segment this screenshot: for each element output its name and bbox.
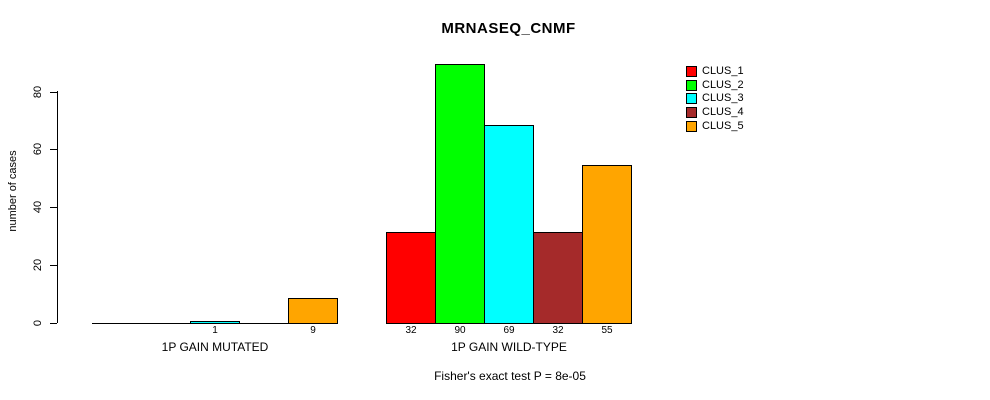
y-axis-tick bbox=[50, 92, 57, 93]
y-axis-tick bbox=[50, 149, 57, 150]
legend-swatch-clus_3 bbox=[686, 93, 697, 104]
chart-title: MRNASEQ_CNMF bbox=[441, 20, 576, 37]
y-axis-tick-label: 0 bbox=[32, 319, 44, 327]
bar-value-label: 32 bbox=[552, 325, 564, 336]
y-axis-tick bbox=[50, 323, 57, 324]
legend-label: CLUS_3 bbox=[702, 92, 744, 104]
y-axis-tick-label: 80 bbox=[32, 85, 44, 99]
bar-value-label: 32 bbox=[405, 325, 417, 336]
y-axis-tick-label: 60 bbox=[32, 142, 44, 156]
bar-clus_3-wildtype bbox=[484, 125, 534, 324]
legend-label: CLUS_4 bbox=[702, 106, 744, 118]
legend-label: CLUS_1 bbox=[702, 65, 744, 77]
y-axis-line bbox=[57, 91, 58, 323]
bar-clus_5-mutated bbox=[288, 298, 338, 324]
fisher-test-footnote: Fisher's exact test P = 8e-05 bbox=[434, 369, 586, 383]
bar-clus_1-wildtype bbox=[386, 232, 436, 324]
bar-value-label: 90 bbox=[454, 325, 466, 336]
x-axis-group-label: 1P GAIN MUTATED bbox=[161, 340, 269, 354]
y-axis-tick bbox=[50, 207, 57, 208]
bar-clus_5-wildtype bbox=[582, 165, 632, 324]
legend-swatch-clus_2 bbox=[686, 80, 697, 91]
y-axis-title: number of cases bbox=[7, 150, 19, 232]
y-axis-tick-label: 40 bbox=[32, 200, 44, 214]
bar-clus_2-wildtype bbox=[435, 64, 485, 324]
x-axis-group-label: 1P GAIN WILD-TYPE bbox=[451, 340, 567, 354]
legend-swatch-clus_5 bbox=[686, 121, 697, 132]
bar-value-label: 9 bbox=[310, 325, 316, 336]
legend-swatch-clus_4 bbox=[686, 107, 697, 118]
bar-value-label: 55 bbox=[601, 325, 613, 336]
y-axis-tick-label: 20 bbox=[32, 258, 44, 272]
bar-value-label: 69 bbox=[503, 325, 515, 336]
y-axis-tick bbox=[50, 265, 57, 266]
legend-label: CLUS_2 bbox=[702, 79, 744, 91]
bar-value-label: 1 bbox=[212, 325, 218, 336]
legend-swatch-clus_1 bbox=[686, 66, 697, 77]
bar-clus_4-wildtype bbox=[533, 232, 583, 324]
legend-label: CLUS_5 bbox=[702, 120, 744, 132]
bar-clus_3-mutated bbox=[190, 321, 240, 324]
